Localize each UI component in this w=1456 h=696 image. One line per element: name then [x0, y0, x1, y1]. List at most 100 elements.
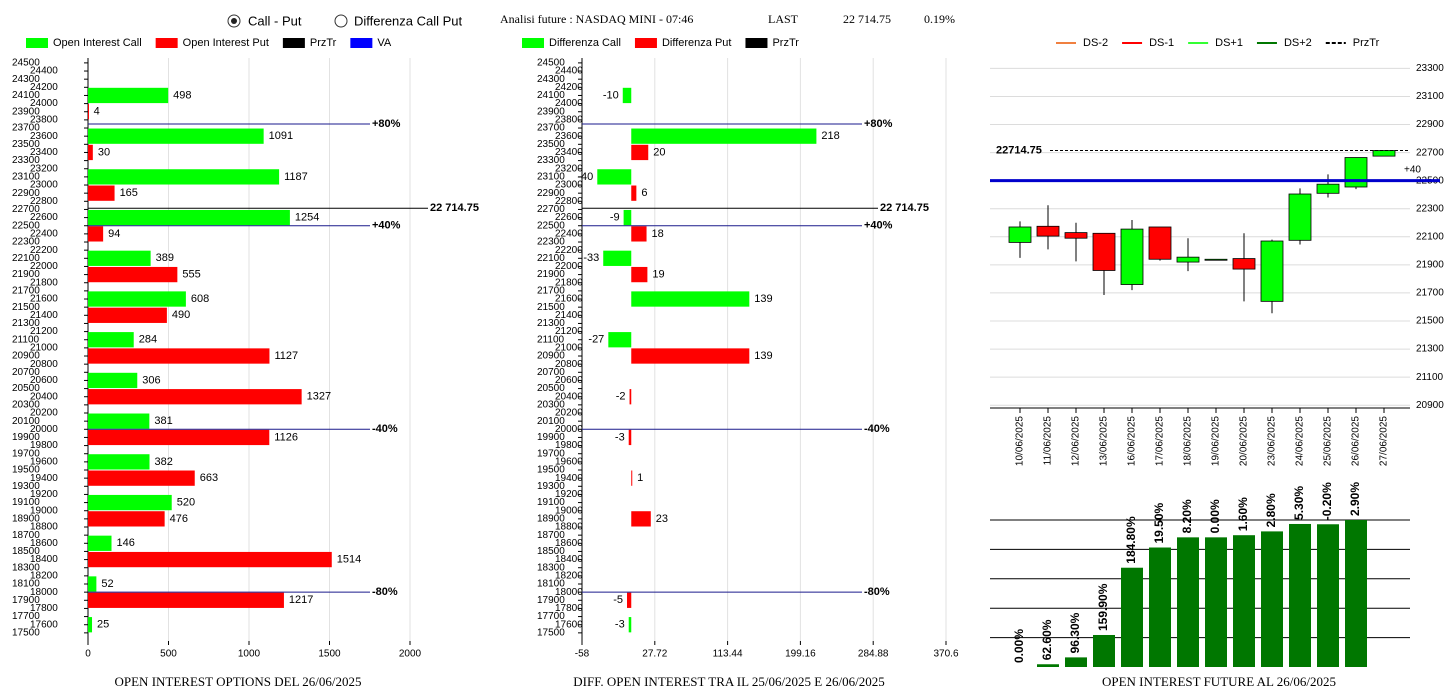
legend-label: DS+1 — [1215, 37, 1243, 49]
y-tick-label: 18300 — [537, 562, 565, 573]
bar — [88, 169, 280, 185]
legend-label: Differenza Call — [549, 37, 621, 49]
bar — [1121, 567, 1143, 667]
x-tick-label: 500 — [160, 649, 177, 660]
x-tick-label: 26/06/2025 — [1351, 416, 1362, 466]
value-label: 381 — [154, 415, 172, 427]
y-tick-label: 24100 — [537, 90, 565, 101]
y-tick-label: 20300 — [537, 400, 565, 411]
bar — [1261, 531, 1283, 667]
y-tick-label: 19300 — [537, 481, 565, 492]
y-tick-label: 21100 — [537, 334, 565, 345]
y-tick-label: 19300 — [12, 481, 40, 492]
bar — [1345, 520, 1367, 667]
value-label: 19 — [652, 268, 664, 280]
y-tick-label: 22600 — [555, 212, 583, 223]
y-tick-label: 22500 — [12, 220, 40, 231]
legend-swatch — [634, 38, 657, 48]
y-tick-label: 20900 — [1416, 400, 1444, 411]
y-tick-label: 18300 — [12, 562, 40, 573]
legend-swatch — [155, 38, 178, 48]
bar — [88, 535, 112, 551]
value-label: 19.50% — [1152, 502, 1166, 543]
y-tick-label: 23300 — [1416, 63, 1444, 74]
y-tick-label: 23100 — [1416, 91, 1444, 102]
value-label: 94 — [108, 228, 120, 240]
y-tick-label: 20600 — [555, 375, 583, 386]
chart-title: OPEN INTEREST OPTIONS DEL 26/06/2025 — [115, 674, 362, 689]
y-tick-label: 21900 — [537, 269, 565, 280]
legend-label: Open Interest Call — [53, 37, 142, 49]
y-tick-label: 22900 — [12, 188, 40, 199]
value-label: 96.30% — [1068, 612, 1082, 653]
bar — [1037, 664, 1059, 667]
x-tick-label: 13/06/2025 — [1099, 416, 1110, 466]
legend-label: DS-1 — [1149, 37, 1174, 49]
candle-body — [1344, 157, 1368, 188]
candle-body — [1092, 232, 1116, 271]
y-tick-label: 20400 — [30, 391, 58, 402]
bar — [88, 617, 93, 633]
y-tick-label: 21300 — [1416, 344, 1444, 355]
candle-body — [1036, 225, 1060, 237]
value-label: 62.60% — [1040, 619, 1054, 660]
radio-label[interactable]: Call - Put — [248, 13, 302, 28]
candle-body — [1260, 240, 1284, 302]
chart-title: DIFF. OPEN INTEREST TRA IL 25/06/2025 E … — [573, 674, 884, 689]
candle-body — [1232, 258, 1256, 270]
x-tick-label: 10/06/2025 — [1015, 416, 1026, 466]
y-tick-label: 22100 — [537, 253, 565, 264]
level-label: -40% — [372, 423, 398, 435]
value-label: 20 — [653, 146, 665, 158]
y-tick-label: 21000 — [30, 343, 58, 354]
value-label: 663 — [200, 472, 218, 484]
value-label: -2 — [616, 391, 626, 403]
y-tick-label: 23100 — [537, 172, 565, 183]
legend-label: VA — [377, 37, 392, 49]
change: 0.19% — [924, 12, 955, 26]
bar — [88, 454, 150, 470]
candle-body — [1064, 232, 1088, 239]
bar — [1233, 535, 1255, 667]
bar — [88, 389, 302, 405]
y-tick-label: 18600 — [555, 538, 583, 549]
y-tick-label: 24400 — [30, 66, 58, 77]
y-tick-label: 17500 — [12, 627, 40, 638]
radio-diff[interactable]: Differenza Call Put — [334, 13, 463, 28]
y-tick-label: 21400 — [30, 310, 58, 321]
y-tick-label: 21300 — [12, 318, 40, 329]
candle-body — [1176, 256, 1200, 263]
x-tick-label: 19/06/2025 — [1211, 416, 1222, 466]
value-label: -33 — [583, 252, 599, 264]
y-tick-label: 18700 — [537, 530, 565, 541]
y-tick-label: 20100 — [12, 416, 40, 427]
x-tick-label: 18/06/2025 — [1183, 416, 1194, 466]
y-tick-label: 23600 — [555, 131, 583, 142]
value-label: 146 — [117, 537, 135, 549]
y-tick-label: 21700 — [537, 286, 565, 297]
bar — [88, 494, 172, 511]
radio[interactable] — [334, 14, 348, 28]
y-tick-label: 19100 — [537, 497, 565, 508]
x-tick-label: 113.44 — [713, 649, 743, 660]
y-tick-label: 17600 — [30, 619, 58, 630]
x-tick-label: 24/06/2025 — [1295, 416, 1306, 466]
x-tick-label: 27/06/2025 — [1379, 416, 1390, 466]
y-tick-label: 24000 — [30, 98, 58, 109]
x-tick-label: -58 — [575, 649, 590, 660]
y-tick-label: 23700 — [12, 123, 40, 134]
level-label: 22 714.75 — [430, 202, 479, 214]
y-tick-label: 19600 — [555, 457, 583, 468]
level-label: 22714.75 — [996, 144, 1042, 156]
value-label: 555 — [182, 268, 200, 280]
bar — [631, 511, 651, 527]
y-tick-label: 19800 — [555, 440, 583, 451]
value-label: 184.80% — [1124, 516, 1138, 564]
bar — [88, 592, 284, 608]
x-tick-label: 27.72 — [642, 649, 667, 660]
x-tick-label: 1000 — [238, 649, 261, 660]
value-label: 1 — [637, 472, 643, 484]
level-label: -80% — [864, 586, 890, 598]
radio-label[interactable]: Differenza Call Put — [354, 13, 463, 28]
y-tick-label: 23000 — [30, 180, 58, 191]
